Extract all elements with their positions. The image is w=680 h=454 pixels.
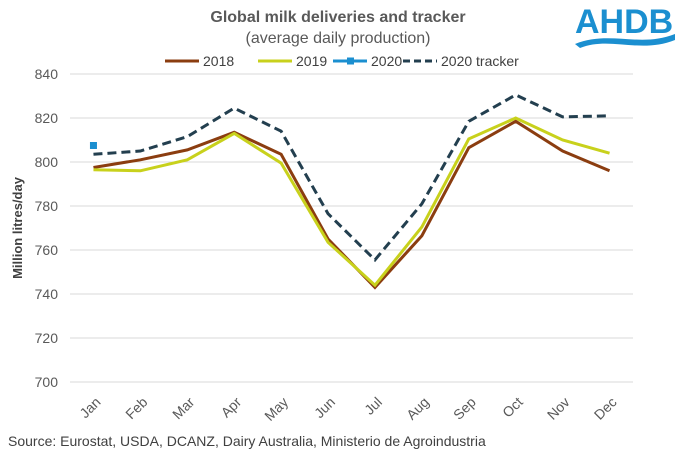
x-tick-label: May	[261, 394, 291, 424]
x-tick-label: Jun	[311, 394, 338, 421]
x-tick-label: Apr	[218, 394, 245, 421]
chart-title: Global milk deliveries and tracker	[210, 9, 465, 26]
x-tick-label: Dec	[591, 394, 620, 423]
source-note: Source: Eurostat, USDA, DCANZ, Dairy Aus…	[8, 433, 486, 449]
x-tick-label: Mar	[169, 394, 198, 423]
x-tick-label: Sep	[450, 394, 479, 423]
y-tick-label: 700	[35, 374, 59, 390]
gridlines	[70, 73, 633, 383]
y-tick-label: 720	[35, 330, 59, 346]
data-point-2020	[89, 142, 97, 149]
legend-label: 2020	[371, 53, 402, 69]
logo-wave-icon	[575, 34, 675, 48]
legend-label: 2020 tracker	[441, 53, 519, 69]
series-line-2020-tracker	[93, 93, 610, 263]
legend-item-2018: 2018	[165, 53, 234, 69]
y-tick-label: 820	[35, 110, 59, 126]
y-tick-label: 740	[35, 286, 59, 302]
chart-subtitle: (average daily production)	[246, 30, 431, 47]
x-tick-label: Aug	[403, 394, 432, 423]
x-tick-label: Oct	[499, 394, 526, 421]
legend-item-2019: 2019	[258, 53, 327, 69]
y-tick-label: 780	[35, 198, 59, 214]
series-line-2019	[93, 116, 610, 288]
legend-label: 2019	[296, 53, 327, 69]
series-lines	[89, 93, 611, 290]
x-axis-ticks: Jan Feb Mar Apr May Jun Jul Aug Sep Oct Nov Dec	[76, 394, 619, 424]
legend-label: 2018	[203, 53, 234, 69]
logo-text: AHDB	[575, 3, 673, 41]
legend-marker	[347, 57, 354, 65]
ahdb-logo: AHDB	[575, 3, 675, 48]
legend-item-2020: 2020	[333, 53, 402, 69]
y-axis-ticks: 700 720 740 760 780 800 820 840	[35, 66, 59, 390]
legend: 2018 2019 2020 2020 tracker	[165, 53, 519, 69]
x-tick-label: Nov	[544, 394, 573, 423]
legend-item-2020-tracker: 2020 tracker	[403, 53, 519, 69]
y-tick-label: 840	[35, 66, 59, 82]
y-tick-label: 760	[35, 242, 59, 258]
x-tick-label: Feb	[122, 394, 151, 423]
x-tick-label: Jul	[361, 394, 385, 418]
x-tick-label: Jan	[76, 394, 103, 421]
y-axis-label: Million litres/day	[10, 176, 25, 279]
y-tick-label: 800	[35, 154, 59, 170]
